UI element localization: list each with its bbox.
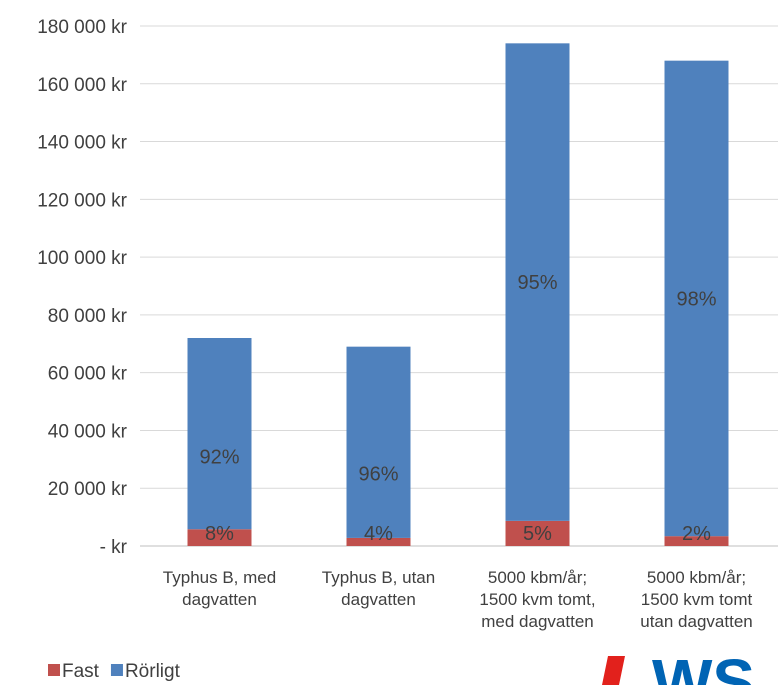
y-tick-label: 20 000 kr xyxy=(48,479,128,500)
bar-segment-r-rligt xyxy=(664,60,729,537)
y-tick-label: 40 000 kr xyxy=(48,421,128,442)
data-label: 98% xyxy=(676,288,716,310)
x-tick-label: med dagvatten xyxy=(481,612,593,631)
y-tick-label: 60 000 kr xyxy=(48,364,128,385)
data-label: 8% xyxy=(205,523,234,545)
logo-text: WS xyxy=(652,646,755,685)
x-tick-label: dagvatten xyxy=(341,590,416,609)
legend: Fast Rörligt xyxy=(48,661,181,682)
x-tick-label: Typhus B, med xyxy=(163,568,276,587)
data-labels: 8% 92% 4% 96% 5% 95% 2% 98% xyxy=(199,272,716,545)
logo-red-mark xyxy=(602,656,625,685)
bar-segment-fast xyxy=(505,520,570,546)
x-tick-label: utan dagvatten xyxy=(640,612,752,631)
x-tick-label: 5000 kbm/år; xyxy=(647,568,746,587)
data-label: 92% xyxy=(199,447,239,469)
bar-segment-fast xyxy=(664,536,729,546)
data-label: 2% xyxy=(682,523,711,545)
y-tick-label: 120 000 kr xyxy=(37,190,127,211)
y-tick-label: 140 000 kr xyxy=(37,133,127,154)
bar-segment-r-rligt xyxy=(505,43,570,521)
legend-swatch xyxy=(110,664,123,676)
x-tick-label: 1500 kvm tomt xyxy=(641,590,753,609)
x-tick-label: 5000 kbm/år; xyxy=(488,568,587,587)
y-tick-label: 160 000 kr xyxy=(37,75,127,96)
data-label: 95% xyxy=(517,272,557,294)
y-axis-ticks: - kr 20 000 kr 40 000 kr 60 000 kr 80 000 kr… xyxy=(37,17,127,558)
legend-swatch xyxy=(48,664,60,676)
y-tick-label: 180 000 kr xyxy=(37,17,127,38)
company-logo: WS xyxy=(602,646,755,685)
y-tick-label: 80 000 kr xyxy=(48,306,128,327)
bar-segment-r-rligt xyxy=(346,346,411,538)
data-label: 4% xyxy=(364,523,393,545)
x-tick-label: Typhus B, utan xyxy=(322,568,435,587)
y-tick-label: 100 000 kr xyxy=(37,248,127,269)
legend-label: Fast xyxy=(62,661,100,682)
legend-label: Rörligt xyxy=(125,661,181,682)
bar-segment-fast xyxy=(187,529,252,546)
bars xyxy=(187,43,729,546)
x-tick-label: dagvatten xyxy=(182,590,257,609)
data-label: 96% xyxy=(358,463,398,485)
data-label: 5% xyxy=(523,523,552,545)
bar-segment-fast xyxy=(346,537,411,546)
y-tick-label: - kr xyxy=(100,537,128,558)
x-tick-label: 1500 kvm tomt, xyxy=(479,590,595,609)
bar-segment-r-rligt xyxy=(187,338,252,530)
x-axis-ticks: Typhus B, med dagvatten Typhus B, utan dagv… xyxy=(163,568,753,631)
